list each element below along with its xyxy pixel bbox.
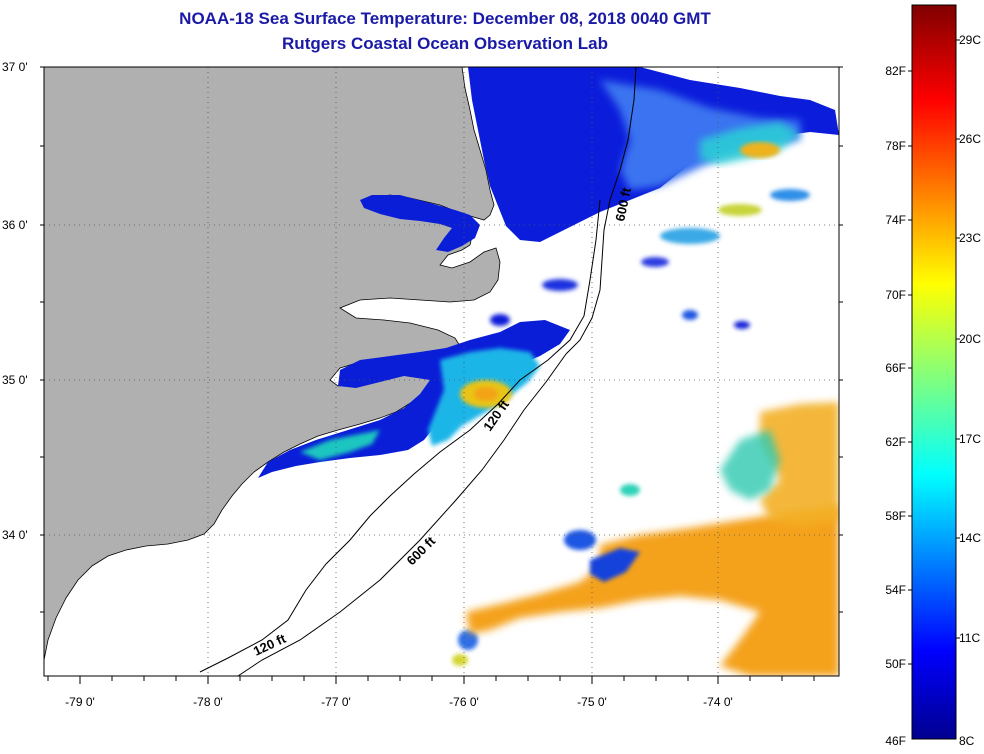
lon-label-77: -77 0' bbox=[321, 695, 351, 709]
latitude-ticks bbox=[40, 66, 843, 613]
colorbar-c-26: 26C bbox=[959, 132, 981, 146]
colorbar-f-82: 82F bbox=[885, 64, 906, 78]
colorbar-f-74: 74F bbox=[885, 213, 906, 227]
colorbar-f-70: 70F bbox=[885, 288, 906, 302]
lat-label-36: 36 0' bbox=[2, 218, 28, 232]
colorbar-f-78: 78F bbox=[885, 139, 906, 153]
colorbar-c-11: 11C bbox=[959, 631, 980, 645]
colorbar-c-8: 8C bbox=[959, 734, 975, 748]
colorbar-c-20: 20C bbox=[959, 332, 981, 346]
lon-label-78: -78 0' bbox=[193, 695, 223, 709]
colorbar-c-17: 17C bbox=[959, 432, 981, 446]
isobath-600ft-south bbox=[237, 353, 567, 677]
colorbar-c-14: 14C bbox=[959, 531, 981, 545]
map-title: NOAA-18 Sea Surface Temperature: Decembe… bbox=[179, 9, 711, 28]
lon-label-76: -76 0' bbox=[449, 695, 479, 709]
map-frame bbox=[43, 66, 840, 677]
lat-label-34: 34 0' bbox=[2, 528, 28, 542]
sst-gulf-stream bbox=[466, 505, 839, 676]
sst-warm-center bbox=[474, 387, 498, 401]
colorbar bbox=[911, 4, 957, 740]
colorbar-ticks bbox=[908, 39, 960, 665]
colorbar-f-62: 62F bbox=[885, 435, 906, 449]
colorbar-c-23: 23C bbox=[959, 231, 981, 245]
longitude-ticks bbox=[47, 676, 815, 684]
colorbar-f-46: 46F bbox=[885, 734, 906, 748]
sst-northern-mid bbox=[600, 80, 800, 190]
contour-label-600ft-north: 600 ft bbox=[612, 186, 634, 223]
sst-northern-warm-patch bbox=[740, 142, 780, 158]
sst-front-blue bbox=[590, 548, 640, 582]
lat-label-37: 37 0' bbox=[2, 60, 28, 74]
lat-label-35: 35 0' bbox=[2, 373, 28, 387]
sst-front-teal bbox=[720, 430, 780, 500]
lon-label-74: -74 0' bbox=[703, 695, 733, 709]
sst-northern-teal bbox=[700, 122, 800, 164]
colorbar-f-58: 58F bbox=[885, 509, 906, 523]
colorbar-f-50: 50F bbox=[885, 657, 906, 671]
isobath-600ft-north bbox=[565, 66, 637, 355]
sst-pamlico-sound bbox=[360, 195, 480, 252]
colorbar-f-66: 66F bbox=[885, 361, 906, 375]
colorbar-f-54: 54F bbox=[885, 583, 906, 597]
map-subtitle: Rutgers Coastal Ocean Observation Lab bbox=[282, 34, 608, 53]
sst-sound-teal bbox=[300, 430, 380, 460]
lon-label-79: -79 0' bbox=[65, 695, 95, 709]
lon-label-75: -75 0' bbox=[577, 695, 607, 709]
isobath-120ft bbox=[199, 199, 601, 673]
map-area bbox=[44, 67, 839, 676]
colorbar-c-29: 29C bbox=[959, 33, 981, 47]
isobath-lines bbox=[199, 66, 637, 677]
sst-gulf-stream-east bbox=[760, 402, 839, 526]
